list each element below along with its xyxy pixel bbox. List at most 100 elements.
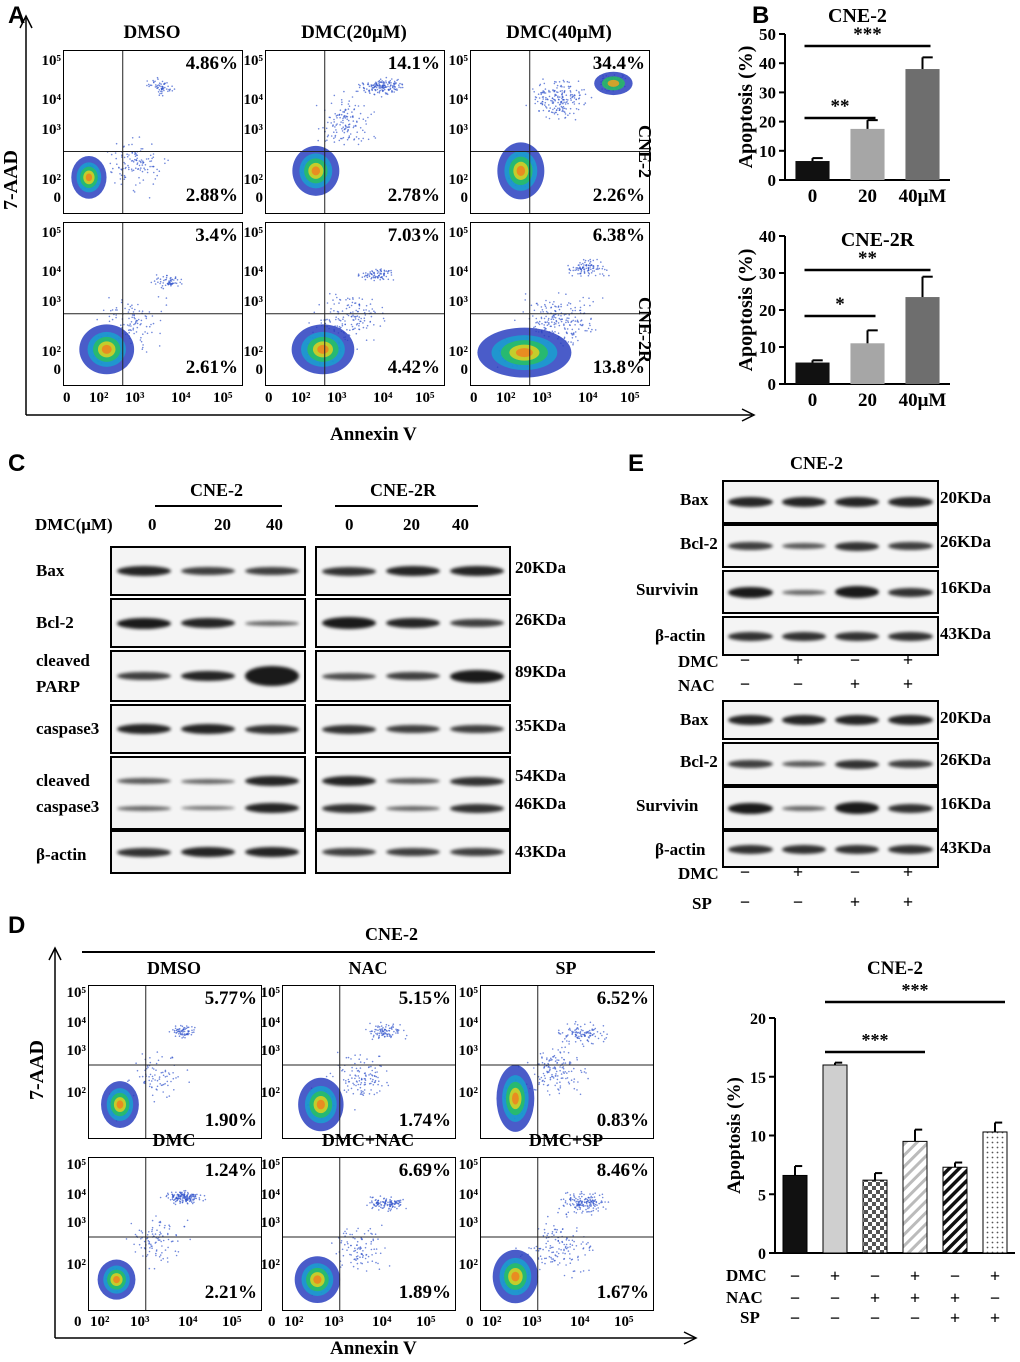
dose-value: 20 [214,515,231,534]
protein-label: β-actin [36,845,87,864]
y-tick-label: 10⁴ [448,264,469,280]
treatment-label: SP [740,1308,760,1327]
protein-band [181,724,235,734]
protein-label: β-actin [655,840,706,859]
treatment-sign: + [792,650,804,670]
category-label: 20 [858,390,877,411]
lower-right-percent: 2.21% [204,1282,257,1303]
y-tick-label: 10³ [260,1043,281,1059]
blot-strip [315,756,511,830]
treatment-sign: − [869,1308,881,1328]
upper-right-percent: 7.03% [387,225,440,246]
y-tick-label: 10³ [448,294,469,310]
y-tick-label: 10³ [458,1215,479,1231]
x-axis-label: Annexin V [330,1338,417,1359]
protein-band [834,715,880,725]
molecular-weight: 54KDa [515,766,566,785]
protein-label: Survivin [636,580,699,599]
y-tick-label: 10⁵ [243,53,264,69]
upper-right-percent: 5.77% [204,988,257,1009]
treatment-sign: + [902,674,914,694]
scatter-dots [481,986,653,1138]
bar [795,161,830,180]
x-tick-label: 10⁵ [222,1314,242,1330]
blot-strip [110,546,306,596]
y-tick-label: 10⁵ [448,53,469,69]
upper-right-percent: 6.38% [592,225,645,246]
y-tick-label: 10² [458,1085,479,1101]
condition-title: DMSO [123,22,181,43]
dose-value: 40 [266,515,283,534]
protein-label: Bcl-2 [680,534,718,553]
y-tick-label: 10³ [66,1043,87,1059]
treatment-sign: − [849,650,861,670]
treatment-sign: − [792,892,804,912]
protein-band [781,715,827,725]
y-tick-label: 10³ [41,294,62,310]
y-tick-label: 20 [759,113,776,132]
flow-plot: 5.15% 1.74% [282,985,456,1139]
protein-band [386,848,440,856]
protein-band [834,631,880,641]
category-label: 0 [808,186,818,207]
protein-band [386,805,440,811]
y-tick-label: 10² [66,1085,87,1101]
y-tick-label: 10² [458,1257,479,1273]
treatment-label: SP [692,894,712,913]
blot-strip [722,616,939,656]
dose-value: 0 [345,515,354,534]
x-tick-label: 10⁴ [171,390,191,406]
treatment-sign: − [789,1288,801,1308]
y-tick-label: 20 [750,1011,766,1028]
bar [850,128,885,180]
protein-band [450,776,504,786]
protein-band [834,844,880,854]
scatter-dots [481,1158,653,1310]
protein-band [181,806,235,811]
lower-right-percent: 1.67% [596,1282,649,1303]
protein-band [834,497,880,507]
y-tick-label: 10² [260,1257,281,1273]
blot-strip [110,650,306,702]
y-tick-label: 40 [759,227,776,246]
treatment-sign: + [902,650,914,670]
cell-line-label: CNE-2 [635,125,655,178]
x-tick-label: 10³ [327,390,347,406]
lower-right-percent: 1.74% [398,1110,451,1131]
x-tick-label: 10⁵ [415,390,435,406]
molecular-weight: 26KDa [515,610,566,629]
y-tick-label: 10⁵ [458,985,479,1001]
y-tick-label: 10⁴ [41,264,62,280]
protein-band [245,620,299,626]
protein-band [888,803,933,813]
blot-strip [722,570,939,614]
protein-band [781,543,827,549]
protein-band [781,844,827,854]
protein-band [834,759,880,769]
x-tick-label: 10³ [532,390,552,406]
protein-band [450,803,504,813]
upper-right-percent: 3.4% [195,225,238,246]
significance-label: ** [831,96,850,117]
flow-plot: 14.1% 2.78% [265,50,445,214]
x-tick-label: 10³ [130,1314,150,1330]
molecular-weight: 26KDa [940,532,991,551]
panel-label-e: E [628,450,645,477]
cell-line-label: CNE-2R [635,297,655,363]
treatment-sign: + [792,862,804,882]
lower-right-percent: 13.8% [592,357,645,378]
x-tick-label: 10³ [522,1314,542,1330]
x-tick-label: 10⁴ [373,390,393,406]
x-axis-label: Annexin V [330,424,417,445]
y-tick-label: 0 [758,1246,766,1263]
protein-band [117,672,171,680]
protein-band [888,542,933,550]
x-tick-label: 0 [265,390,273,406]
molecular-weight: 20KDa [515,558,566,577]
flow-plot: 8.46% 1.67% [480,1157,654,1311]
x-tick-label: 0 [74,1314,82,1330]
y-tick-label: 10³ [243,122,264,138]
y-tick-label: 10⁴ [243,92,264,108]
protein-band [834,802,880,814]
treatment-sign: − [989,1288,1001,1308]
